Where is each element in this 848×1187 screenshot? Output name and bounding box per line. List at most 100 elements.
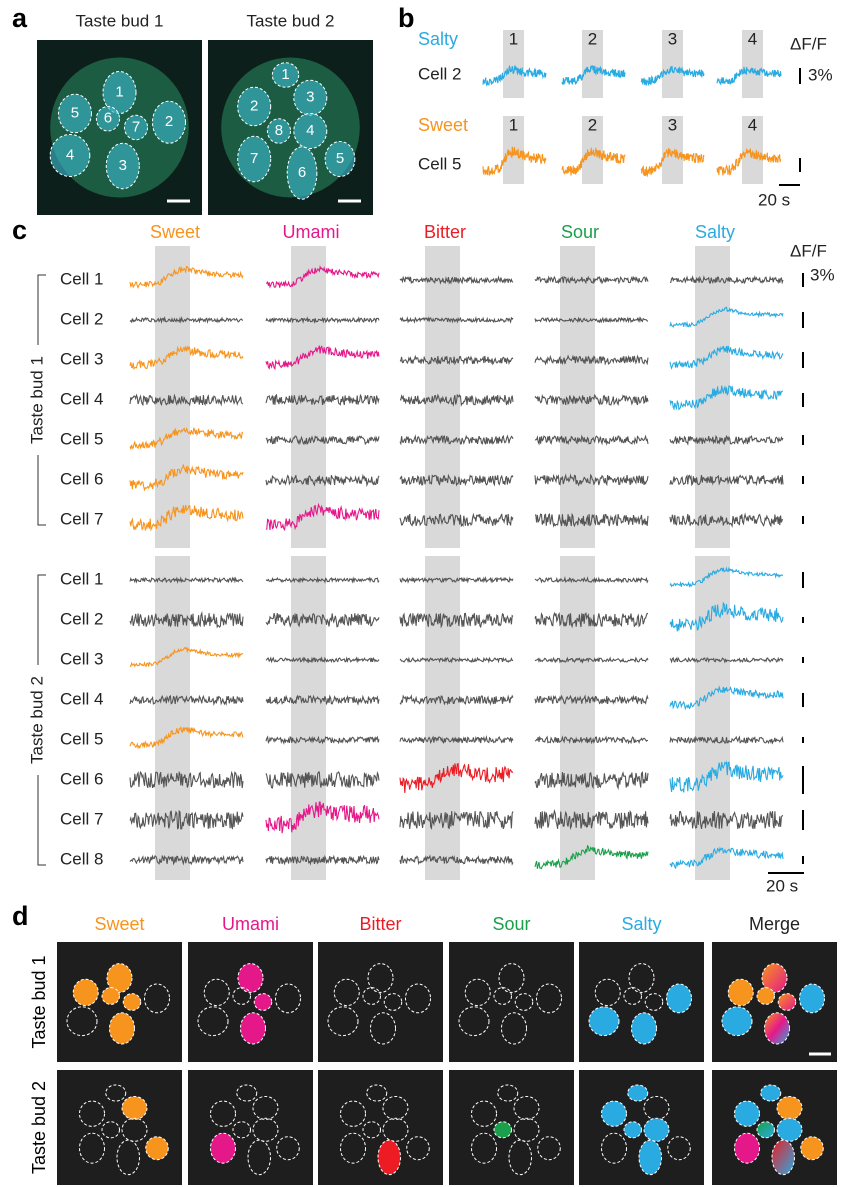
stimulus-band: [155, 556, 190, 880]
image-title: Taste bud 1: [76, 11, 164, 30]
cell: [494, 1122, 512, 1138]
stimulus-band: [560, 556, 595, 880]
cell-number: 3: [119, 157, 127, 174]
trial-number: 2: [588, 115, 597, 134]
scale-value: 3%: [810, 265, 835, 284]
cell-label: Cell 6: [60, 469, 103, 488]
stimulus-band: [425, 556, 460, 880]
column-header: Umami: [222, 914, 279, 934]
cell: [800, 984, 825, 1013]
cell-label: Cell 3: [60, 649, 103, 668]
cell-label: Cell 2: [60, 609, 103, 628]
cell-number: 4: [66, 146, 74, 163]
column-header: Sour: [492, 914, 530, 934]
cell: [122, 1096, 147, 1119]
cell-number: 7: [132, 118, 140, 135]
column-header: Merge: [749, 914, 800, 934]
cell: [254, 994, 272, 1011]
cell-number: 8: [275, 122, 283, 139]
figure: aTaste bud 11234567Taste bud 212345678bS…: [0, 0, 848, 1187]
cell: [735, 1101, 760, 1126]
cell-label: Cell 7: [60, 809, 103, 828]
cell-label: Cell 5: [60, 429, 103, 448]
cell: [778, 994, 796, 1011]
taste-header: Bitter: [424, 222, 466, 242]
cell: [241, 1013, 266, 1044]
taste-label: Salty: [418, 29, 458, 49]
cell: [765, 1013, 790, 1044]
cell-label: Cell 8: [60, 849, 103, 868]
cell-number: 6: [104, 110, 112, 127]
trial-number: 1: [509, 115, 518, 134]
trial-number: 4: [748, 115, 757, 134]
cell-number: 3: [306, 89, 314, 106]
cell-label: Cell 7: [60, 509, 103, 528]
taste-label: Sweet: [418, 115, 468, 135]
cell-number: 1: [115, 83, 123, 100]
taste-header: Sour: [561, 222, 599, 242]
column-header: Salty: [621, 914, 661, 934]
time-scale: 20 s: [766, 876, 798, 895]
image-tile: [449, 942, 574, 1062]
group-label: Taste bud 1: [27, 356, 46, 444]
cell: [146, 1137, 169, 1160]
cell: [73, 979, 98, 1005]
taste-header: Sweet: [150, 222, 200, 242]
row-label: Taste bud 2: [29, 1081, 49, 1174]
trial-number: 2: [588, 29, 597, 48]
cell-label: Cell 1: [60, 269, 103, 288]
cell-number: 7: [250, 150, 258, 167]
cell-number: 4: [306, 122, 314, 139]
cell-label: Cell 5: [418, 154, 461, 173]
cell-label: Cell 4: [60, 689, 103, 708]
cell: [801, 1137, 824, 1160]
cell: [667, 984, 692, 1013]
taste-header: Salty: [695, 222, 735, 242]
cell-number: 2: [165, 113, 173, 130]
cell-label: Cell 5: [60, 729, 103, 748]
scale-label: ΔF/F: [790, 34, 827, 53]
scale-value: 3%: [808, 65, 833, 84]
panel-label: a: [12, 3, 28, 33]
cell-number: 2: [250, 97, 258, 114]
cell: [757, 988, 775, 1005]
cell-number: 6: [298, 164, 306, 181]
cell: [777, 1096, 802, 1119]
panel-label: b: [398, 3, 415, 33]
stimulus-band: [695, 556, 730, 880]
cell: [728, 979, 753, 1005]
image-tile: [188, 942, 313, 1062]
taste-header: Umami: [283, 222, 340, 242]
cell-label: Cell 3: [60, 349, 103, 368]
cell: [772, 1140, 795, 1175]
cell: [211, 1133, 236, 1163]
panel-label: c: [12, 215, 27, 245]
cell-label: Cell 4: [60, 389, 103, 408]
trial-number: 3: [668, 115, 677, 134]
cell: [757, 1122, 775, 1138]
cell: [624, 1122, 642, 1138]
cell: [628, 1085, 648, 1101]
cell: [639, 1140, 662, 1175]
cell: [761, 1085, 781, 1101]
row-label: Taste bud 1: [29, 955, 49, 1048]
panel-label: d: [12, 901, 29, 931]
cell-number: 5: [336, 150, 344, 167]
cell: [644, 1118, 669, 1141]
column-header: Sweet: [94, 914, 144, 934]
cell: [722, 1007, 752, 1036]
cell: [102, 988, 120, 1005]
column-header: Bitter: [359, 914, 401, 934]
cell-label: Cell 2: [60, 309, 103, 328]
cell: [632, 1013, 657, 1044]
cell: [602, 1101, 627, 1126]
time-scale: 20 s: [758, 190, 790, 209]
trial-number: 1: [509, 29, 518, 48]
group-label: Taste bud 2: [27, 676, 46, 764]
cell: [378, 1140, 401, 1175]
cell: [123, 994, 141, 1011]
cell-label: Cell 1: [60, 569, 103, 588]
trial-number: 4: [748, 29, 757, 48]
trial-number: 3: [668, 29, 677, 48]
stimulus-band: [291, 556, 326, 880]
